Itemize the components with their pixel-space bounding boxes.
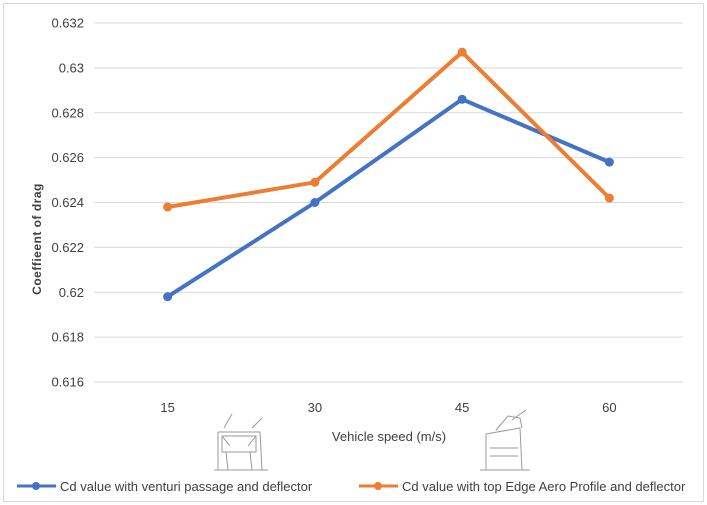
- gridlines: [94, 22, 683, 383]
- y-tick-label: 0.62: [59, 285, 84, 300]
- y-tick-label: 0.632: [51, 16, 84, 31]
- chart-frame: [3, 3, 704, 502]
- data-point: [457, 47, 467, 57]
- legend-label-aero-profile: Cd value with top Edge Aero Profile and …: [402, 479, 686, 494]
- data-point: [604, 193, 614, 203]
- y-tick-label: 0.624: [51, 195, 84, 210]
- legend-marker-venturi: [32, 482, 40, 490]
- series-line-1: [165, 50, 612, 209]
- x-tick-label: 30: [308, 400, 322, 415]
- vehicle-sketch-venturi: [214, 413, 268, 471]
- data-point: [310, 177, 320, 187]
- y-tick-label: 0.616: [51, 375, 84, 390]
- x-tick-label: 45: [455, 400, 469, 415]
- vehicle-sketch-aero: [480, 409, 530, 471]
- y-tick-label: 0.628: [51, 105, 84, 120]
- x-axis-title: Vehicle speed (m/s): [332, 429, 446, 444]
- data-point: [163, 292, 173, 302]
- series-line-0: [165, 97, 612, 299]
- data-point: [604, 157, 614, 167]
- y-tick-label: 0.63: [59, 60, 84, 75]
- y-tick-label: 0.626: [51, 150, 84, 165]
- y-tick-label: 0.618: [51, 330, 84, 345]
- legend-item-aero-profile: Cd value with top Edge Aero Profile and …: [359, 479, 686, 494]
- x-tick-label: 60: [602, 400, 616, 415]
- series-lines: [163, 47, 614, 302]
- y-axis-title: Coeffieent of drag: [30, 183, 44, 295]
- x-tick-labels: 15 30 45 60: [160, 400, 616, 415]
- legend-item-venturi: Cd value with venturi passage and deflec…: [17, 479, 313, 494]
- x-tick-label: 15: [160, 400, 174, 415]
- legend-marker-aero-profile: [374, 482, 382, 490]
- legend-label-venturi: Cd value with venturi passage and deflec…: [60, 479, 313, 494]
- y-tick-label: 0.622: [51, 240, 84, 255]
- y-tick-labels: 0.616 0.618 0.62 0.622 0.624 0.626 0.628 0.63 0.…: [51, 16, 84, 390]
- legend: Cd value with venturi passage and deflec…: [17, 479, 686, 494]
- data-point: [310, 198, 320, 207]
- data-point: [163, 202, 173, 212]
- data-point: [457, 94, 467, 104]
